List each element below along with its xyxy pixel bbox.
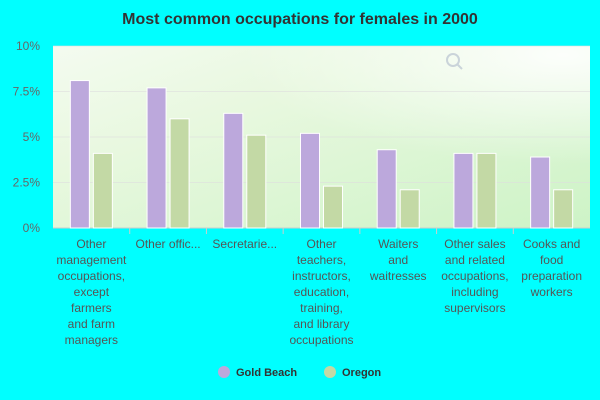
y-tick-label: 7.5% [13, 85, 41, 99]
x-tick-label-line: education, [294, 285, 349, 299]
bar-oregon [553, 189, 574, 229]
bars [69, 80, 574, 229]
x-tick-label-line: food [540, 253, 563, 267]
x-tick-label-line: training, [300, 301, 343, 315]
y-tick-label: 0% [23, 221, 41, 235]
watermark [446, 53, 463, 70]
x-tick-label-line: farmers [71, 301, 112, 315]
x-tick-label-line: and library [293, 317, 349, 331]
gridlines [53, 45, 590, 229]
y-tick-label: 2.5% [13, 176, 41, 190]
x-tick-label-line: Other [306, 237, 336, 251]
x-tick-label-line: instructors, [292, 269, 351, 283]
y-tick-label: 10% [16, 39, 40, 53]
bar-gold-beach [146, 87, 167, 229]
bar-oregon [246, 134, 267, 229]
bar-gold-beach [453, 152, 474, 229]
x-tick-label: Other teachers, instructors, education, trai… [289, 237, 353, 347]
x-tick-label-line: Other offic... [136, 237, 201, 251]
x-tick-label: Cooks and food preparation workers [521, 237, 582, 299]
x-tick-label-line: occupations, [58, 269, 125, 283]
bar-oregon [169, 118, 190, 229]
y-tick-label: 5% [23, 130, 41, 144]
bar-oregon [399, 189, 420, 229]
bar-gold-beach [376, 149, 397, 229]
x-tick-label-line: teachers, [297, 253, 346, 267]
bar-gold-beach [530, 156, 551, 229]
x-tick-label-line: supervisors [444, 301, 505, 315]
legend-swatch-gold-beach [218, 366, 230, 378]
x-tick-label-line: and farm [68, 317, 115, 331]
x-tick-label-line: management [56, 253, 127, 267]
x-tick-label-line: Other sales [444, 237, 505, 251]
x-tick-label-line: and [388, 253, 408, 267]
legend-label-oregon: Oregon [342, 367, 381, 379]
chart-title: Most common occupations for females in 2… [122, 11, 478, 28]
x-tick-label-line: preparation [521, 269, 582, 283]
x-tick-label: Waiters and waitresses [369, 237, 427, 283]
legend-label-gold-beach: Gold Beach [236, 367, 297, 379]
x-tick-label: Other management occupations, except farmers… [56, 237, 127, 347]
bar-gold-beach [300, 132, 320, 229]
x-tick-label-line: including [451, 285, 498, 299]
x-tick-label-line: Other [76, 237, 106, 251]
bar-gold-beach [223, 112, 244, 229]
x-tick-label-line: Cooks and [523, 237, 580, 251]
bar-oregon [323, 185, 343, 229]
x-tick-label: Secretarie... [212, 237, 277, 251]
x-tick-label-line: managers [65, 333, 118, 347]
x-tick-label: Other sales and related occupations, includ… [441, 237, 508, 315]
bar-gold-beach [69, 80, 90, 229]
x-tick-label-line: Secretarie... [212, 237, 277, 251]
y-axis-ticks: 0% 2.5% 5% 7.5% 10% [13, 39, 41, 235]
x-tick-label-line: workers [530, 285, 573, 299]
x-tick-label: Other offic... [136, 237, 201, 251]
x-tick-label-line: except [74, 285, 110, 299]
x-tick-label-line: waitresses [369, 269, 427, 283]
x-tick-label-line: and related [445, 253, 505, 267]
legend: Gold Beach Oregon [218, 366, 381, 379]
x-tick-label-line: occupations, [441, 269, 508, 283]
legend-swatch-oregon [324, 366, 336, 378]
x-tick-label-line: occupations [289, 333, 353, 347]
bar-oregon [476, 152, 497, 229]
bar-oregon [92, 152, 113, 229]
x-axis: Other management occupations, except farmers… [56, 228, 582, 347]
x-tick-label-line: Waiters [378, 237, 418, 251]
